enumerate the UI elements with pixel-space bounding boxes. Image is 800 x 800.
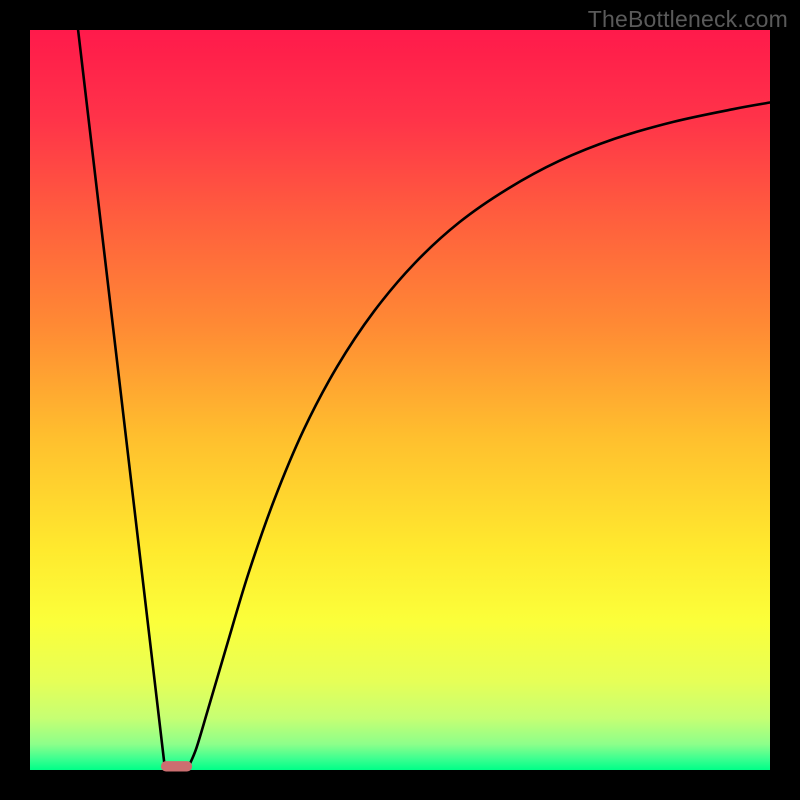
chart-stage: TheBottleneck.com <box>0 0 800 800</box>
min-marker <box>161 761 192 771</box>
chart-svg <box>0 0 800 800</box>
plot-background <box>30 30 770 770</box>
